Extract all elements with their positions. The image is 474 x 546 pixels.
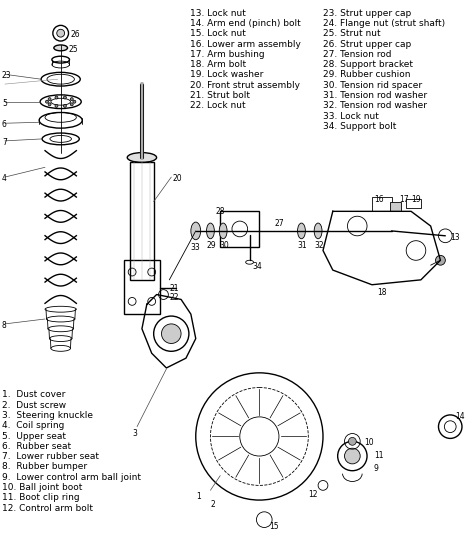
Bar — [130, 162, 154, 280]
Circle shape — [48, 98, 51, 100]
Text: 13. Lock nut: 13. Lock nut — [190, 9, 246, 17]
Text: 19: 19 — [411, 195, 421, 204]
Circle shape — [70, 103, 73, 106]
Text: 8.  Rubber bumper: 8. Rubber bumper — [2, 462, 87, 471]
Text: 26. Strut upper cap: 26. Strut upper cap — [323, 39, 411, 49]
Text: 4: 4 — [2, 174, 7, 183]
Text: 9: 9 — [374, 464, 379, 473]
Circle shape — [64, 104, 66, 108]
Text: 21: 21 — [169, 284, 179, 293]
Text: 27: 27 — [274, 219, 283, 228]
Bar — [390, 201, 401, 211]
Bar — [220, 211, 259, 247]
Text: 29: 29 — [207, 241, 216, 250]
Circle shape — [57, 29, 64, 37]
Circle shape — [55, 104, 58, 108]
Circle shape — [55, 96, 58, 99]
Circle shape — [73, 100, 76, 103]
Text: 1.  Dust cover: 1. Dust cover — [2, 390, 65, 400]
Text: 2.  Dust screw: 2. Dust screw — [2, 401, 66, 410]
Text: 27. Tension rod: 27. Tension rod — [323, 50, 392, 59]
Text: 3.  Steering knuckle: 3. Steering knuckle — [2, 411, 93, 420]
Text: 4.  Coil spring: 4. Coil spring — [2, 422, 64, 430]
Text: 9.  Lower control arm ball joint: 9. Lower control arm ball joint — [2, 473, 141, 482]
Circle shape — [70, 98, 73, 100]
Text: 25. Strut nut: 25. Strut nut — [323, 29, 381, 38]
Text: 28: 28 — [215, 207, 225, 216]
Text: 33: 33 — [191, 242, 201, 252]
Bar — [406, 199, 421, 209]
Text: 31: 31 — [298, 241, 307, 250]
Text: 34: 34 — [253, 262, 262, 271]
Text: 19. Lock washer: 19. Lock washer — [190, 70, 263, 79]
Text: 11. Boot clip ring: 11. Boot clip ring — [2, 493, 80, 502]
Text: 8: 8 — [2, 321, 7, 330]
Text: 18. Arm bolt: 18. Arm bolt — [190, 60, 246, 69]
Text: 32. Tension rod washer: 32. Tension rod washer — [323, 101, 427, 110]
Text: 5: 5 — [2, 99, 7, 108]
Circle shape — [348, 437, 356, 446]
Ellipse shape — [298, 223, 305, 239]
Text: 21. Strut bolt: 21. Strut bolt — [190, 91, 250, 100]
Text: 18: 18 — [377, 288, 386, 296]
Text: 20. Front strut assembly: 20. Front strut assembly — [190, 81, 300, 90]
Text: 16. Lower arm assembly: 16. Lower arm assembly — [190, 39, 301, 49]
Text: 31. Tension rod washer: 31. Tension rod washer — [323, 91, 427, 100]
Text: 12: 12 — [308, 490, 318, 499]
Text: 29. Rubber cushion: 29. Rubber cushion — [323, 70, 410, 79]
Text: 7.  Lower rubber seat: 7. Lower rubber seat — [2, 452, 99, 461]
Text: 7: 7 — [2, 138, 7, 147]
Circle shape — [48, 103, 51, 106]
Text: 12. Control arm bolt: 12. Control arm bolt — [2, 503, 93, 513]
Text: 3: 3 — [132, 429, 137, 438]
Text: 17. Arm bushing: 17. Arm bushing — [190, 50, 264, 59]
Text: 26: 26 — [71, 30, 80, 39]
Text: 30: 30 — [219, 241, 229, 250]
Ellipse shape — [207, 223, 214, 239]
Text: 24. Flange nut (strut shaft): 24. Flange nut (strut shaft) — [323, 19, 445, 28]
Text: 33. Lock nut: 33. Lock nut — [323, 111, 379, 121]
Text: 23. Strut upper cap: 23. Strut upper cap — [323, 9, 411, 17]
Text: 28. Support bracket: 28. Support bracket — [323, 60, 413, 69]
Text: 32: 32 — [314, 241, 324, 250]
Text: 22: 22 — [169, 293, 179, 301]
Text: 16: 16 — [374, 195, 383, 204]
Text: 20: 20 — [172, 174, 182, 183]
Ellipse shape — [127, 153, 156, 162]
Text: 14: 14 — [455, 412, 465, 421]
Ellipse shape — [191, 222, 201, 240]
Text: 34. Support bolt: 34. Support bolt — [323, 122, 396, 131]
Circle shape — [64, 96, 66, 99]
Text: 5.  Upper seat: 5. Upper seat — [2, 431, 66, 441]
Ellipse shape — [54, 45, 67, 51]
Text: 10. Ball joint boot: 10. Ball joint boot — [2, 483, 82, 492]
Circle shape — [436, 256, 446, 265]
Bar — [372, 197, 392, 211]
Text: 22. Lock nut: 22. Lock nut — [190, 101, 246, 110]
Text: 6: 6 — [2, 120, 7, 129]
Text: 6.  Rubber seat: 6. Rubber seat — [2, 442, 71, 451]
Text: 17: 17 — [399, 195, 409, 204]
Text: 11: 11 — [374, 451, 383, 460]
Bar — [124, 260, 160, 314]
Text: 30. Tension rid spacer: 30. Tension rid spacer — [323, 81, 422, 90]
Text: 15. Lock nut: 15. Lock nut — [190, 29, 246, 38]
Text: 14. Arm end (pinch) bolt: 14. Arm end (pinch) bolt — [190, 19, 301, 28]
Circle shape — [162, 324, 181, 343]
Text: 23: 23 — [2, 72, 11, 80]
Ellipse shape — [314, 223, 322, 239]
Text: 25: 25 — [69, 45, 78, 54]
Text: 15: 15 — [269, 521, 279, 531]
Circle shape — [46, 100, 48, 103]
Text: 10: 10 — [364, 438, 374, 447]
Circle shape — [345, 448, 360, 464]
Text: 13: 13 — [450, 233, 460, 242]
Text: 1: 1 — [196, 492, 201, 501]
Text: 2: 2 — [210, 500, 215, 509]
Ellipse shape — [219, 223, 227, 239]
